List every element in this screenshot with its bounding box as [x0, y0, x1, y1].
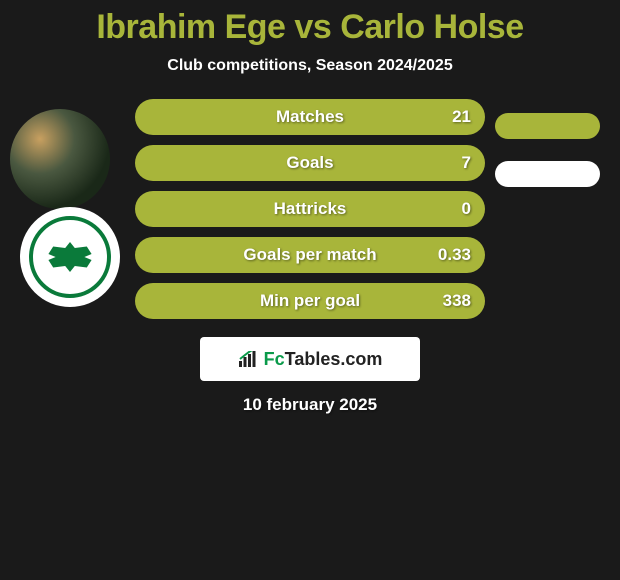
page-title: Ibrahim Ege vs Carlo Holse [0, 0, 620, 47]
stat-row-min-per-goal: Min per goal 338 [135, 283, 485, 319]
player-1-name: Ibrahim Ege [96, 8, 285, 46]
stat-row-goals-per-match: Goals per match 0.33 [135, 237, 485, 273]
brand-text-c: .com [340, 349, 382, 369]
stat-value: 7 [462, 153, 471, 173]
stat-label: Matches [276, 107, 344, 127]
club-badge-eagle-icon [46, 242, 94, 272]
brand-logo[interactable]: FcTables.com [200, 337, 420, 381]
brand-text: FcTables.com [264, 349, 383, 370]
stat-value: 21 [452, 107, 471, 127]
club-badge [20, 207, 120, 307]
chart-icon [238, 351, 258, 367]
stat-label: Goals per match [243, 245, 376, 265]
vs-text: vs [294, 8, 331, 46]
stat-label: Min per goal [260, 291, 360, 311]
club-badge-ring [29, 216, 111, 298]
stat-row-hattricks: Hattricks 0 [135, 191, 485, 227]
subtitle: Club competitions, Season 2024/2025 [0, 57, 620, 75]
brand-text-b: Tables [285, 349, 341, 369]
right-pill-1 [495, 113, 600, 139]
date-label: 10 february 2025 [0, 395, 620, 415]
player-avatar [10, 109, 110, 209]
stat-row-matches: Matches 21 [135, 99, 485, 135]
comparison-panel: Matches 21 Goals 7 Hattricks 0 Goals per… [0, 99, 620, 319]
stat-value: 0.33 [438, 245, 471, 265]
player-2-name: Carlo Holse [340, 8, 523, 46]
stat-value: 338 [443, 291, 471, 311]
stat-bars: Matches 21 Goals 7 Hattricks 0 Goals per… [135, 99, 485, 319]
right-pill-2 [495, 161, 600, 187]
brand-text-a: Fc [264, 349, 285, 369]
stat-value: 0 [462, 199, 471, 219]
stat-row-goals: Goals 7 [135, 145, 485, 181]
stat-label: Hattricks [274, 199, 347, 219]
stat-label: Goals [286, 153, 333, 173]
